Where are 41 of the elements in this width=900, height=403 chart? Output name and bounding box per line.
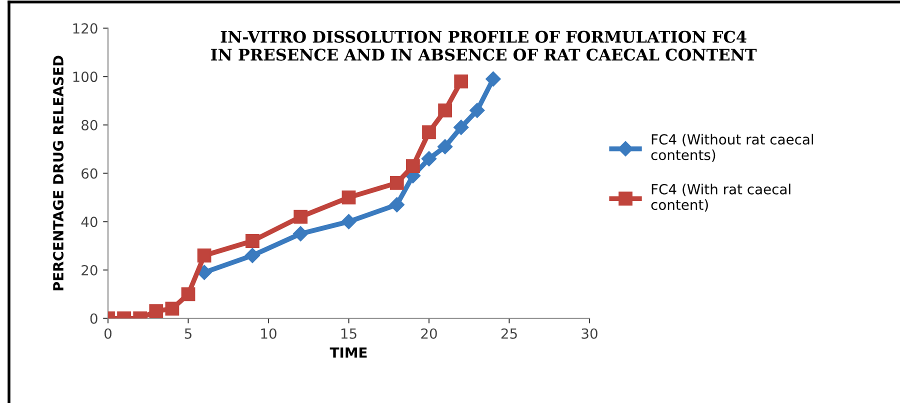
- legend-label: FC4 (Without rat caecal contents): [651, 134, 814, 162]
- point: [438, 103, 452, 118]
- y-tick-label: 100: [73, 72, 98, 82]
- point: [341, 214, 356, 230]
- point: [454, 74, 468, 88]
- text: IN-VITRO DISSOLUTION PROFILE OF FORMULATION FC4 IN PRESENCE AND IN ABSENCE OF RAT CAECAL CONTENT: [211, 30, 757, 61]
- point: [406, 159, 420, 173]
- y-axis-title: PERCENTAGE DRUG RELEASED: [53, 56, 64, 290]
- x-axis-title: TIME: [330, 348, 367, 358]
- y-tick-label: 40: [81, 216, 98, 228]
- point: [422, 125, 436, 140]
- legend-label: FC4 (With rat caecal content): [651, 184, 790, 212]
- point: [342, 190, 356, 204]
- x-tick-label: 30: [582, 328, 598, 339]
- point: [197, 248, 212, 262]
- point: [244, 248, 260, 264]
- x-tick-label: 0: [104, 328, 112, 339]
- point: [437, 139, 453, 154]
- x-tick-label: 10: [261, 328, 276, 339]
- point: [294, 210, 308, 224]
- point: [165, 302, 180, 316]
- x-tick-label: 15: [341, 328, 356, 339]
- y-tick-label: 20: [82, 264, 98, 276]
- point: [486, 71, 501, 87]
- point: [149, 304, 164, 318]
- point: [389, 197, 404, 212]
- y-tick-label: 0: [90, 313, 98, 324]
- point: [454, 120, 469, 135]
- x-tick-label: 25: [501, 328, 517, 339]
- x-tick-label: 5: [184, 328, 192, 339]
- point: [181, 287, 196, 302]
- point: [246, 234, 260, 248]
- point: [196, 264, 212, 280]
- point: [293, 226, 308, 242]
- y-tick-label: 60: [82, 168, 98, 179]
- point: [390, 176, 404, 190]
- x-tick-label: 20: [421, 328, 437, 339]
- y-tick-label: 120: [73, 23, 98, 34]
- point: [421, 151, 437, 166]
- point: [470, 102, 485, 118]
- y-tick-label: 80: [82, 120, 98, 130]
